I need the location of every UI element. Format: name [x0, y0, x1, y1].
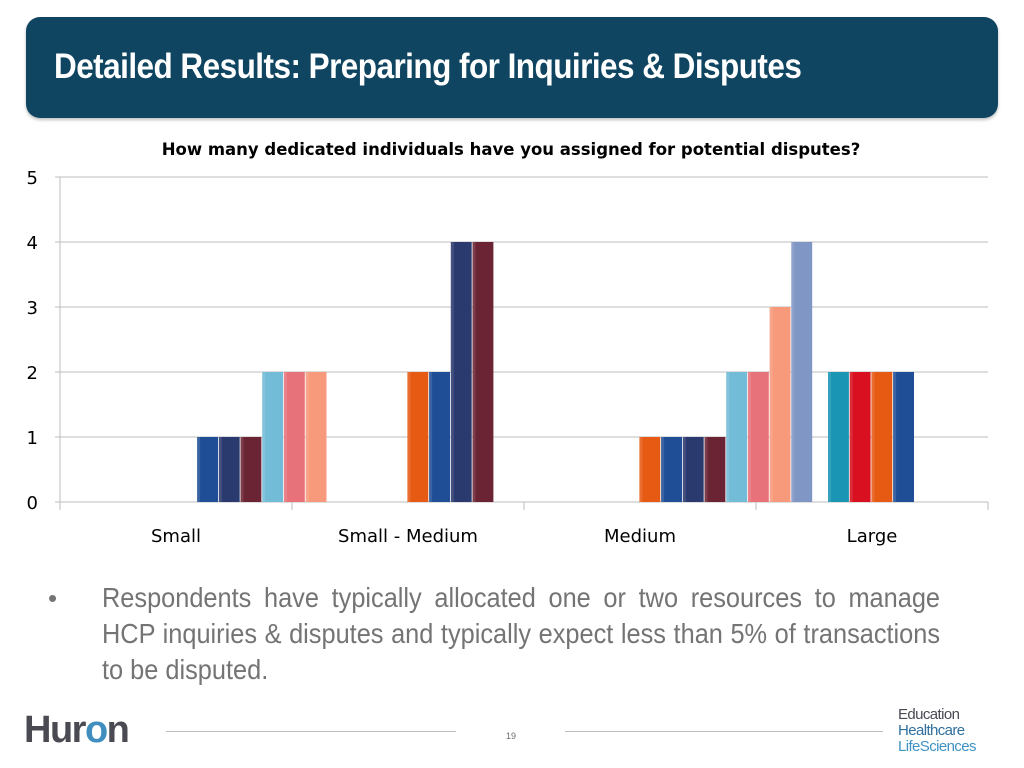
bar-highlight [704, 437, 708, 502]
bar-medium-7 [747, 372, 769, 502]
bar-small-3 [197, 437, 218, 502]
bar-highlight [747, 372, 751, 502]
tick-labels: 0 1 2 3 4 5 Small Small - Medium Medium Large [27, 168, 898, 547]
y-tick-label: 3 [27, 298, 38, 319]
bar-highlight [791, 242, 795, 502]
bar-small-medium-4 [450, 242, 472, 502]
bar-small-medium-3 [429, 372, 450, 502]
axes [55, 176, 989, 510]
bullet-symbol: • [48, 583, 58, 613]
bar-highlight [305, 372, 309, 502]
huron-logo: Huron [24, 709, 130, 751]
bar-medium-9 [791, 242, 813, 502]
y-tick-label: 4 [27, 233, 38, 254]
bar-highlight [661, 437, 665, 502]
y-tick-label: 1 [27, 428, 38, 449]
bar-highlight [726, 372, 730, 502]
bar-chart: How many dedicated individuals have you … [27, 140, 989, 547]
bar-large-2 [871, 372, 893, 502]
bar-small-6 [262, 372, 284, 502]
bar-highlight [262, 372, 266, 502]
bar-highlight [218, 437, 222, 502]
bar-highlight [472, 242, 476, 502]
bar-small-4 [218, 437, 240, 502]
bar-large-0 [828, 372, 849, 502]
bullet-text: Respondents have typically allocated one… [102, 582, 941, 685]
bar-highlight [893, 372, 897, 502]
bar-large-1 [849, 372, 871, 502]
bar-highlight [769, 307, 773, 502]
bar-medium-4 [682, 437, 704, 502]
footer-rule-left [166, 731, 456, 732]
slide-title: Detailed Results: Preparing for Inquirie… [54, 47, 802, 86]
bar-highlight [871, 372, 875, 502]
x-tick-label: Small [151, 526, 201, 547]
bar-highlight [450, 242, 454, 502]
bar-highlight [283, 372, 287, 502]
bar-medium-8 [769, 307, 791, 502]
bar-medium-3 [661, 437, 682, 502]
x-tick-label: Large [847, 526, 898, 547]
bar-highlight [240, 437, 244, 502]
y-tick-label: 2 [27, 363, 38, 384]
chart-title: How many dedicated individuals have you … [162, 140, 861, 159]
logo-line-education: Education [898, 706, 960, 723]
bar-highlight [429, 372, 433, 502]
bar-small-medium-2 [407, 372, 429, 502]
logo-line-healthcare: Healthcare [898, 722, 965, 739]
y-tick-label: 5 [27, 168, 38, 189]
bar-highlight [828, 372, 831, 502]
bar-highlight [682, 437, 686, 502]
bar-small-medium-5 [472, 242, 494, 502]
bar-small-8 [305, 372, 327, 502]
logo-accent: o [84, 709, 108, 751]
bar-medium-6 [726, 372, 748, 502]
bar-small-5 [240, 437, 262, 502]
footer-rule-right [565, 731, 883, 732]
x-tick-label: Medium [604, 526, 676, 547]
bar-highlight [407, 372, 411, 502]
page-number: 19 [505, 731, 516, 741]
bar-highlight [197, 437, 201, 502]
logo-line-lifesciences: LifeSciences [898, 738, 976, 755]
title-bar: Detailed Results: Preparing for Inquirie… [26, 17, 998, 118]
y-tick-label: 0 [27, 493, 38, 514]
x-tick-label: Small - Medium [338, 526, 478, 547]
bar-medium-2 [639, 437, 661, 502]
bar-small-7 [283, 372, 305, 502]
industry-logo: Education Healthcare LifeSciences [898, 707, 976, 755]
bar-large-3 [893, 372, 914, 502]
bars [197, 242, 914, 502]
bar-medium-5 [704, 437, 726, 502]
bar-highlight [639, 437, 643, 502]
bar-highlight [849, 372, 853, 502]
